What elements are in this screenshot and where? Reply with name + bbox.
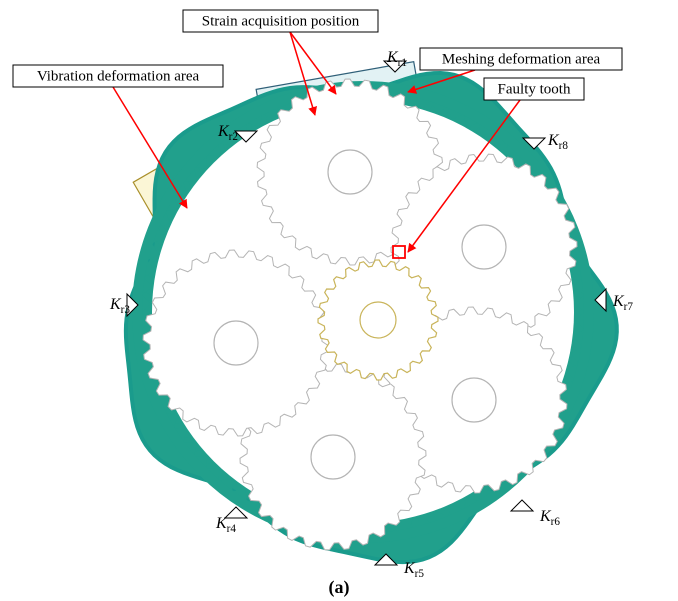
- strain-label-text: Strain acquisition position: [202, 13, 360, 29]
- support-label-Kr8: Kr8: [547, 132, 568, 152]
- sun-gear: [318, 260, 438, 380]
- support-label-Kr5: Kr5: [403, 560, 424, 580]
- faulty-label-text: Faulty tooth: [498, 81, 571, 97]
- support-label-Kr6: Kr6: [539, 508, 560, 528]
- caption: (a): [329, 577, 350, 598]
- support-Kr6: [511, 500, 533, 511]
- vibration-label-text: Vibration deformation area: [37, 68, 200, 84]
- meshing-label-text: Meshing deformation area: [442, 51, 601, 67]
